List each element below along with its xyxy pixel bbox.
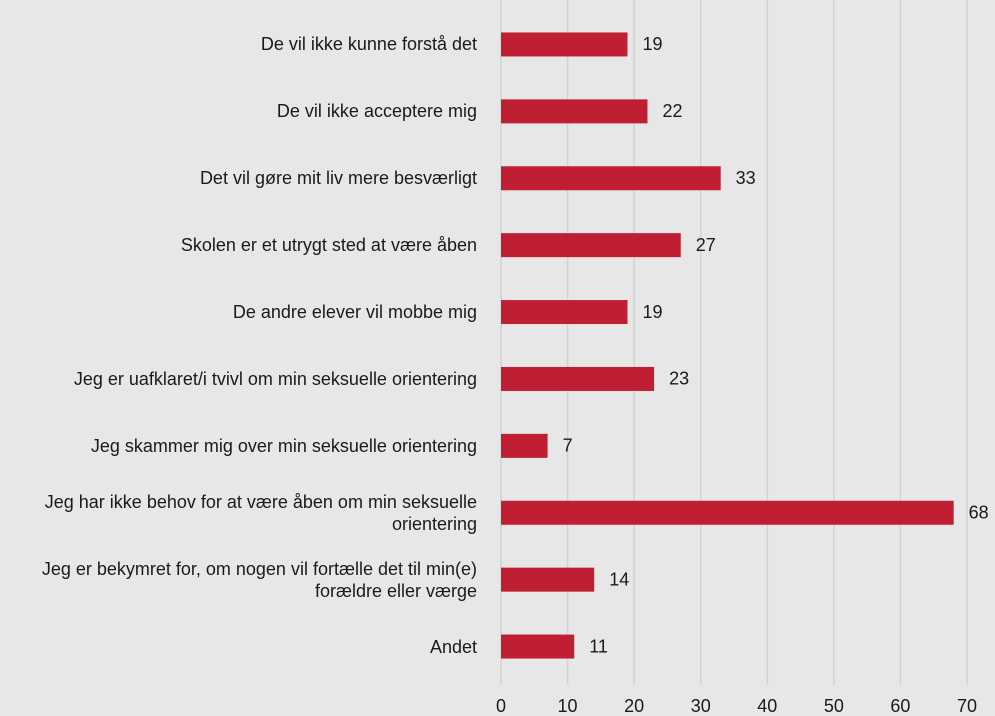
bar (501, 300, 628, 325)
category-label: De vil ikke acceptere mig (276, 101, 477, 122)
value-label: 27 (696, 235, 716, 255)
value-label: 33 (736, 168, 756, 188)
value-label: 7 (563, 436, 573, 456)
bar (501, 99, 648, 124)
bar (501, 366, 655, 391)
category-label: Andet (429, 636, 477, 657)
bar (501, 233, 681, 258)
bar (501, 567, 595, 592)
bar (501, 166, 721, 191)
bar (501, 500, 954, 525)
bar (501, 32, 628, 57)
x-tick-label: 50 (824, 696, 844, 716)
value-label: 23 (669, 369, 689, 389)
x-tick-label: 0 (496, 696, 506, 716)
category-label: Det vil gøre mit liv mere besværligt (199, 168, 477, 189)
category-label: Skolen er et utrygt sted at være åben (180, 235, 477, 256)
value-label: 14 (609, 569, 629, 589)
category-label: De vil ikke kunne forstå det (260, 34, 477, 55)
category-label: De andre elever vil mobbe mig (232, 302, 477, 323)
value-label: 22 (662, 101, 682, 121)
x-tick-label: 70 (957, 696, 977, 716)
value-label: 11 (589, 636, 608, 656)
x-tick-label: 30 (691, 696, 711, 716)
x-tick-label: 10 (558, 696, 578, 716)
category-label: Jeg har ikke behov for at være åben om m… (44, 491, 477, 534)
category-label: Jeg er uafklaret/i tvivl om min seksuell… (73, 368, 477, 389)
value-label: 19 (642, 302, 662, 322)
value-label: 68 (969, 503, 989, 523)
x-tick-label: 40 (757, 696, 777, 716)
value-label: 19 (642, 34, 662, 54)
x-tick-label: 20 (624, 696, 644, 716)
category-label: Jeg er bekymret for, om nogen vil fortæl… (41, 558, 477, 601)
x-tick-label: 60 (890, 696, 910, 716)
bar (501, 433, 548, 458)
category-label: Jeg skammer mig over min seksuelle orien… (90, 435, 477, 456)
bar (501, 634, 575, 659)
